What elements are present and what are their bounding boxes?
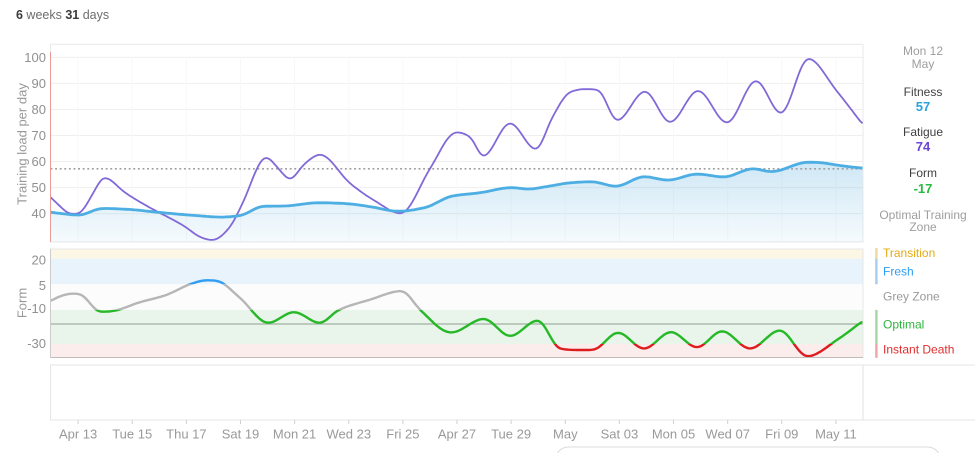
svg-text:May: May <box>553 427 578 442</box>
svg-text:-30: -30 <box>27 336 46 351</box>
svg-text:40: 40 <box>32 206 46 221</box>
svg-text:Wed 07: Wed 07 <box>705 427 750 442</box>
svg-text:100: 100 <box>24 50 46 65</box>
svg-text:Sat 03: Sat 03 <box>601 427 639 442</box>
svg-text:80: 80 <box>32 102 46 117</box>
svg-text:Transition: Transition <box>883 246 935 260</box>
svg-text:20: 20 <box>32 252 46 267</box>
svg-text:Apr 13: Apr 13 <box>59 427 97 442</box>
svg-text:May 11: May 11 <box>815 427 857 442</box>
svg-text:Grey Zone: Grey Zone <box>883 290 940 304</box>
svg-text:Mon 05: Mon 05 <box>652 427 695 442</box>
svg-text:Tue 15: Tue 15 <box>112 427 152 442</box>
svg-text:60: 60 <box>32 154 46 169</box>
svg-text:Mon 21: Mon 21 <box>273 427 316 442</box>
svg-text:Tue 29: Tue 29 <box>491 427 531 442</box>
svg-text:Apr 27: Apr 27 <box>438 427 476 442</box>
svg-text:Wed 23: Wed 23 <box>327 427 372 442</box>
svg-text:-10: -10 <box>27 301 46 316</box>
svg-text:90: 90 <box>32 76 46 91</box>
svg-text:50: 50 <box>32 180 46 195</box>
svg-text:Sat 19: Sat 19 <box>222 427 260 442</box>
svg-text:70: 70 <box>32 128 46 143</box>
svg-text:Optimal: Optimal <box>883 318 924 332</box>
svg-text:Fri 09: Fri 09 <box>765 427 798 442</box>
svg-text:5: 5 <box>39 278 46 293</box>
svg-text:Form: Form <box>15 288 30 318</box>
svg-text:Thu 17: Thu 17 <box>166 427 206 442</box>
svg-text:Instant Death: Instant Death <box>883 342 954 356</box>
svg-text:Training load per day: Training load per day <box>15 83 30 205</box>
svg-text:Fri 25: Fri 25 <box>386 427 419 442</box>
svg-text:Fresh: Fresh <box>883 264 914 278</box>
